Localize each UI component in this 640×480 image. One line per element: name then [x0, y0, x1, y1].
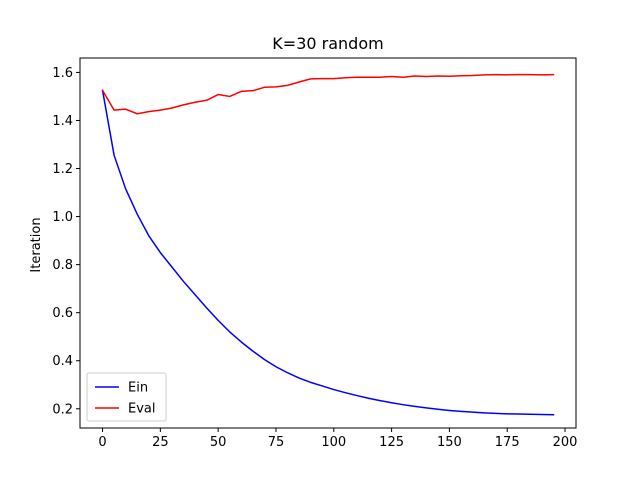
y-axis-label: Iteration [29, 217, 44, 272]
x-tick-label: 100 [321, 435, 346, 450]
y-tick-label: 0.6 [52, 306, 73, 321]
x-axis-ticks: 0 25 50 75 100 125 150 175 200 [98, 428, 577, 450]
y-axis-ticks: 0.2 0.4 0.6 0.8 1.0 1.2 1.4 1.6 [52, 66, 80, 417]
x-tick-label: 175 [495, 435, 520, 450]
series-line-eval [101, 73, 555, 115]
x-tick-label: 200 [553, 435, 578, 450]
legend-box [86, 372, 167, 422]
x-tick-label: 25 [152, 435, 169, 450]
series-line-ein [101, 89, 555, 416]
x-tick-label: 50 [210, 435, 227, 450]
y-tick-label: 0.8 [52, 258, 73, 273]
legend-label-eval: Eval [128, 402, 156, 417]
x-tick-label: 125 [379, 435, 404, 450]
y-tick-label: 0.2 [52, 402, 73, 417]
x-tick-label: 75 [268, 435, 285, 450]
axes-frame [79, 57, 577, 429]
chart-title: K=30 random [272, 34, 383, 53]
series-layer [101, 73, 555, 416]
y-tick-label: 1.2 [52, 162, 73, 177]
legend: Ein Eval [86, 372, 167, 422]
y-tick-label: 0.4 [52, 354, 73, 369]
y-tick-label: 1.6 [52, 66, 73, 81]
x-tick-label: 0 [98, 435, 106, 450]
x-tick-label: 150 [437, 435, 462, 450]
y-tick-label: 1.0 [52, 210, 73, 225]
y-tick-label: 1.4 [52, 114, 73, 129]
legend-label-ein: Ein [128, 381, 148, 396]
